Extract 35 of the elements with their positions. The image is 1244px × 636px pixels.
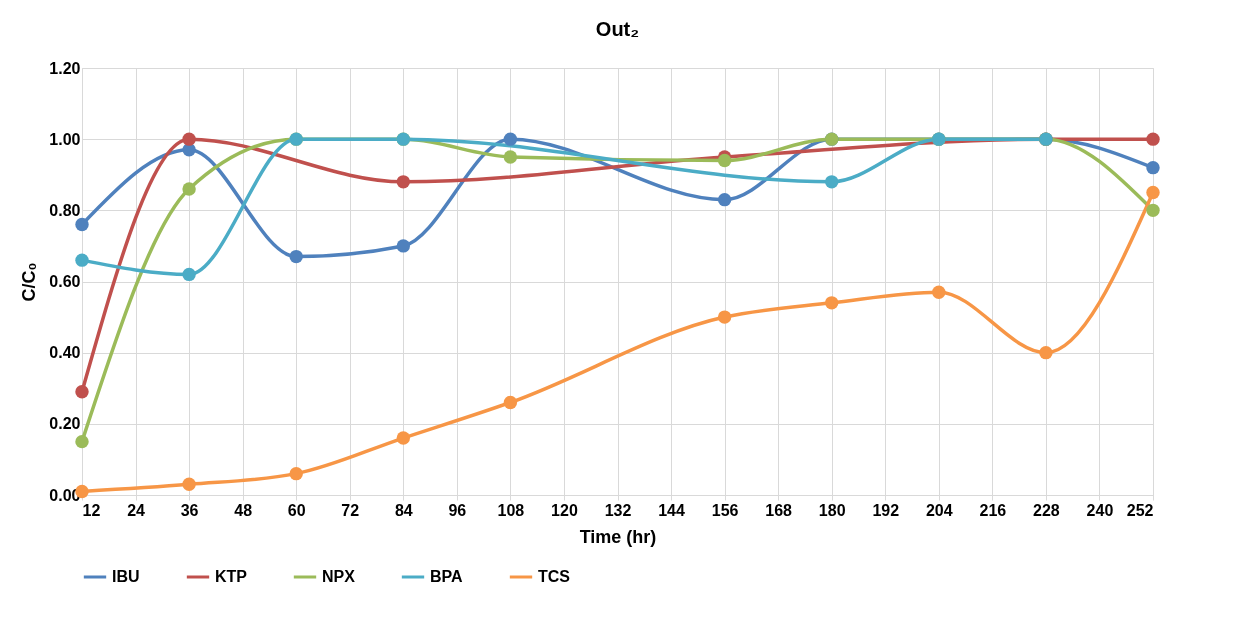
x-tick-label: 204 <box>925 501 953 519</box>
x-tick-label: 240 <box>1086 501 1114 519</box>
x-tick-label: 252 <box>1126 501 1154 519</box>
x-tick-label: 120 <box>551 501 578 519</box>
y-tick-label: 0.60 <box>49 273 81 290</box>
y-tick-label: 1.20 <box>49 59 81 77</box>
x-tick-label: 60 <box>287 501 306 519</box>
y-tick-label: 1.00 <box>49 130 81 148</box>
chart-title: Out₂ <box>595 18 640 40</box>
x-tick-label: 228 <box>1033 501 1060 519</box>
x-tick-label: 180 <box>818 501 846 519</box>
x-tick-label: 168 <box>765 501 793 519</box>
legend-label: IBU <box>112 568 140 585</box>
x-tick-label: 72 <box>341 501 360 519</box>
y-tick-label: 0.40 <box>49 344 81 362</box>
x-axis-title: Time (hr) <box>579 526 657 547</box>
legend-label: BPA <box>430 568 464 585</box>
x-tick-label: 132 <box>604 501 632 519</box>
x-tick-label: 192 <box>872 501 900 519</box>
y-tick-label: 0.80 <box>49 201 81 219</box>
x-tick-label: 12 <box>82 501 101 519</box>
legend-label: KTP <box>215 568 248 585</box>
x-tick-label: 108 <box>497 501 525 519</box>
x-tick-label: 48 <box>234 501 253 519</box>
legend-label: NPX <box>322 568 356 585</box>
y-axis-title: C/C₀ <box>19 262 40 302</box>
x-tick-label: 84 <box>394 501 413 519</box>
y-tick-label: 0.20 <box>49 415 81 433</box>
x-tick-label: 36 <box>180 501 199 519</box>
x-tick-label: 156 <box>711 501 739 519</box>
x-tick-label: 24 <box>127 501 146 519</box>
legend-label: TCS <box>538 568 571 585</box>
x-tick-label: 96 <box>448 501 467 519</box>
x-tick-label: 144 <box>658 501 685 519</box>
x-tick-label: 216 <box>979 501 1007 519</box>
